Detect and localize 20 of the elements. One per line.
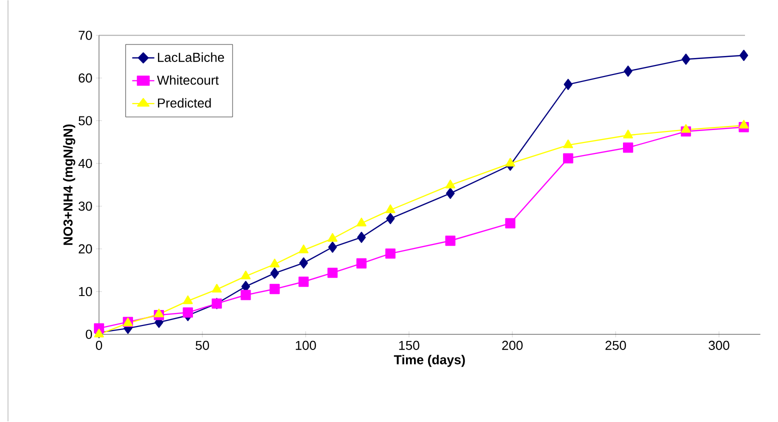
y-axis-title: NO3+NH4 (mgN/gN) [63, 124, 76, 246]
legend-label: LacLaBiche [158, 52, 224, 62]
x-tick-label: 100 [296, 341, 316, 350]
y-tick-label: 0 [86, 330, 92, 340]
x-tick-label: 0 [96, 341, 102, 350]
x-axis-title: Time (days) [394, 355, 465, 368]
y-tick-label: 70 [78, 30, 92, 40]
y-tick-label: 40 [78, 159, 92, 168]
x-tick-label: 250 [606, 341, 626, 350]
y-tick-label: 10 [79, 287, 92, 296]
x-tick-label: 300 [708, 341, 730, 350]
y-tick-label: 60 [78, 74, 92, 83]
y-tick-label: 50 [78, 116, 92, 126]
x-tick-label: 50 [196, 341, 210, 350]
y-tick-label: 20 [78, 244, 92, 254]
legend-label: Predicted [158, 98, 211, 108]
legend-label: Whitecourt [156, 75, 219, 85]
y-tick-label: 30 [78, 202, 92, 211]
x-tick-label: 150 [399, 341, 420, 350]
x-tick-label: 200 [502, 341, 523, 350]
